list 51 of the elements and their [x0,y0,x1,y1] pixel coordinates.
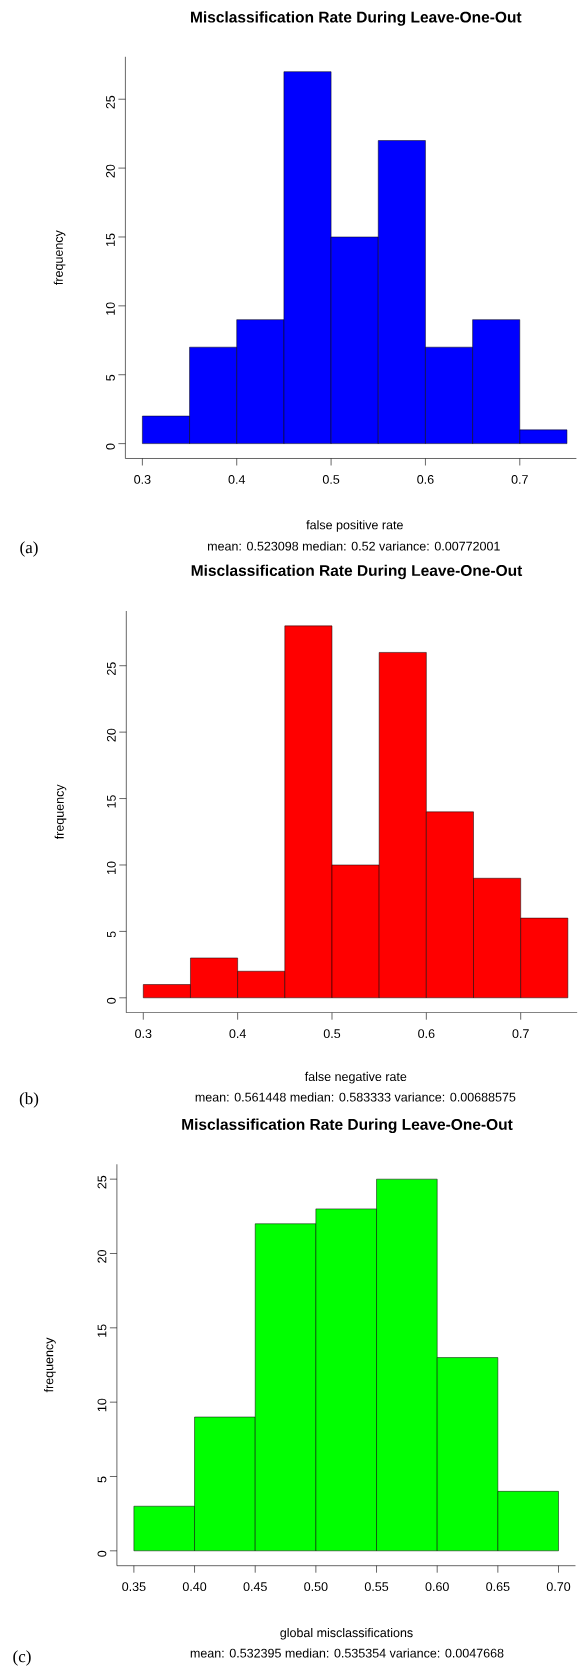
y-tick-label: 25 [107,662,116,676]
x-tick-label: 0.7 [512,1029,529,1039]
y-tick-label: 10 [107,861,116,874]
x-axis-title: false negative rate [305,1071,407,1084]
y-tick-label: 5 [106,374,116,381]
x-tick-label: 0.70 [547,1582,571,1592]
x-tick-label: 0.55 [365,1582,389,1592]
text: (c) [13,1650,31,1666]
y-axis-title: frequency [53,230,66,285]
y-tick-label: 25 [97,1175,107,1189]
y-tick-label: 15 [97,1324,107,1337]
chart-title: Misclassification Rate During Leave-One-Out [191,564,523,580]
x-tick-label: 0.7 [511,475,529,484]
x-tick-label: 0.4 [228,475,246,484]
y-tick-label: 15 [106,233,116,246]
y-tick-label: 15 [107,795,116,808]
y-axis-title: frequency [54,784,67,840]
y-tick-label: 20 [106,164,116,178]
y-tick-label: 5 [107,931,116,938]
x-tick-label: 0.35 [122,1582,146,1592]
x-tick-label: 0.5 [323,475,340,484]
x-axis-title: false positive rate [306,520,404,532]
text: mean: 0.523098 median: 0.52 variance: 0.00772001 [208,541,500,551]
text: mean: 0.561448 median: 0.583333 variance: 0.00688575 [195,1092,516,1102]
chart-title: Misclassification Rate During Leave-One-Out [182,1118,513,1134]
text: (b) [20,1092,39,1108]
x-tick-label: 0.5 [323,1029,341,1039]
x-tick-label: 0.4 [229,1029,247,1039]
y-tick-label: 10 [97,1398,107,1412]
x-tick-label: 0.3 [135,1029,152,1039]
x-tick-label: 0.3 [134,475,151,484]
y-tick-label: 0 [97,1550,107,1557]
x-tick-label: 0.45 [243,1582,268,1592]
y-tick-label: 0 [106,443,116,450]
x-tick-label: 0.6 [418,1029,435,1039]
x-tick-label: 0.65 [486,1582,510,1592]
x-axis-title: global misclassifications [280,1627,413,1640]
text: mean: 0.532395 median: 0.535354 variance: 0.0047668 [190,1648,504,1658]
chart-title: Misclassification Rate During Leave-One-Out [191,11,522,26]
x-tick-label: 0.50 [304,1582,328,1592]
x-tick-label: 0.40 [183,1582,207,1592]
y-tick-label: 5 [97,1476,107,1483]
x-tick-label: 0.6 [417,475,434,484]
x-tick-label: 0.60 [425,1582,450,1592]
y-axis-title: frequency [44,1337,56,1393]
text: (a) [20,541,38,557]
y-tick-label: 20 [107,728,116,742]
y-tick-label: 20 [97,1250,107,1263]
y-tick-label: 25 [106,95,116,109]
y-tick-label: 10 [106,302,116,315]
y-tick-label: 0 [107,997,116,1004]
